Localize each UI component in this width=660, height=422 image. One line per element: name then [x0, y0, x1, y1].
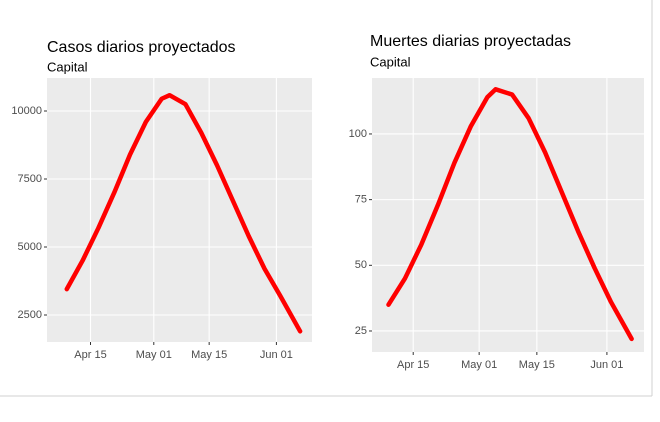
y-tick-label: 10000 [11, 105, 42, 117]
chart-subtitle: Capital [370, 54, 411, 69]
chart-subtitle: Capital [47, 59, 88, 74]
chart-title: Muertes diarias proyectadas [370, 33, 571, 50]
plot-panel [47, 78, 312, 342]
chart-title: Casos diarios proyectados [47, 39, 236, 56]
y-tick-label: 50 [355, 259, 367, 271]
x-tick-label: Jun 01 [590, 359, 623, 371]
y-tick-label: 2500 [18, 309, 42, 321]
y-tick-label: 100 [349, 128, 367, 140]
x-tick-label: Apr 15 [397, 359, 429, 371]
x-tick-label: May 15 [519, 359, 555, 371]
y-tick-label: 75 [355, 194, 367, 206]
y-tick-label: 25 [355, 325, 367, 337]
x-tick-label: May 01 [461, 359, 497, 371]
x-tick-label: Jun 01 [260, 349, 293, 361]
y-tick-label: 7500 [18, 173, 42, 185]
x-tick-label: May 01 [136, 349, 172, 361]
x-tick-label: Apr 15 [74, 349, 106, 361]
plot-panel [372, 78, 644, 352]
y-tick-label: 5000 [18, 241, 42, 253]
data-line [386, 87, 634, 342]
x-tick-label: May 15 [191, 349, 227, 361]
data-line [64, 92, 303, 334]
